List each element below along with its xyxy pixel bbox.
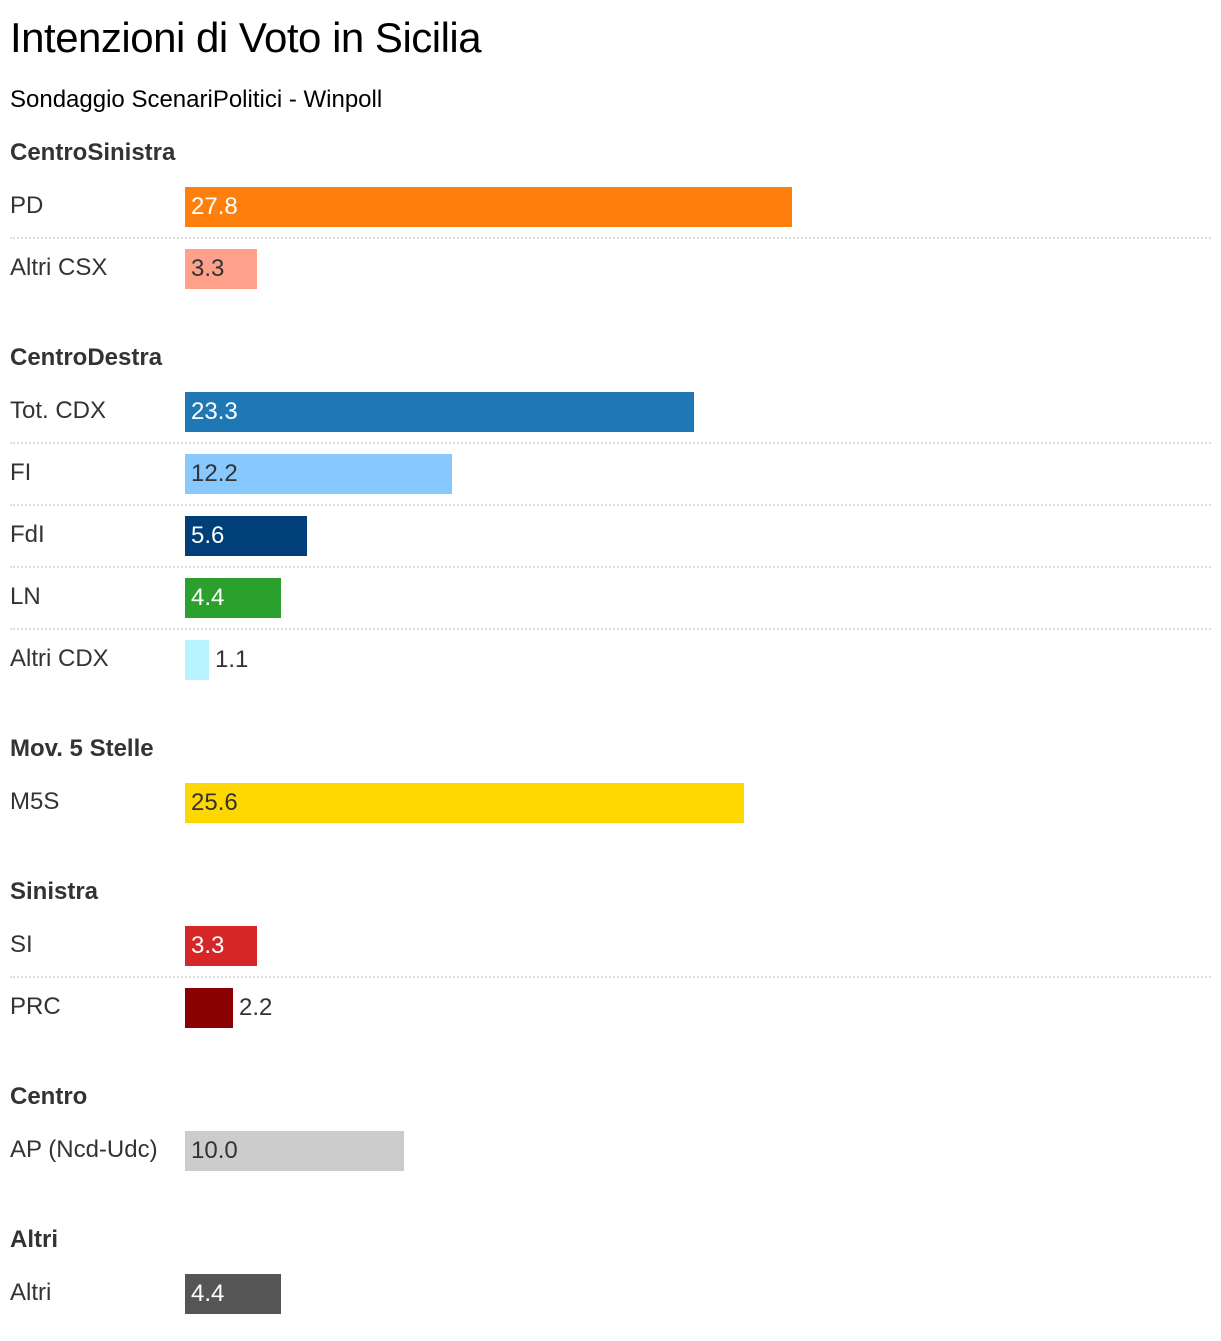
row-label-ap-ncd-udc: AP (Ncd-Udc) [10,1136,158,1163]
group-label-centrodestra: CentroDestra [10,344,163,371]
chart-subtitle: Sondaggio ScenariPolitici - Winpoll [10,86,383,113]
row-separator [10,504,1211,506]
row-separator [10,566,1211,568]
row-separator [10,237,1211,239]
row-label-altri: Altri [10,1279,52,1306]
row-label-fi: FI [10,459,32,486]
bar-prc [185,988,233,1028]
bar-altri-cdx [185,640,209,680]
row-label-ln: LN [10,583,41,610]
value-label-ap-ncd-udc: 10.0 [191,1137,238,1164]
value-label-fi: 12.2 [191,460,238,487]
bar-m5s [185,783,744,823]
row-label-m5s: M5S [10,788,60,815]
bar-ap-ncd-udc [185,1131,404,1171]
row-label-altri-csx: Altri CSX [10,254,108,281]
bar-altri [185,1274,281,1314]
row-separator [10,628,1211,630]
group-label-altri: Altri [10,1226,58,1253]
bar-ln [185,578,281,618]
row-label-si: SI [10,931,33,958]
group-label-mov-5-stelle: Mov. 5 Stelle [10,735,154,762]
bar-altri-csx [185,249,257,289]
row-separator [10,442,1211,444]
value-label-si: 3.3 [191,932,225,959]
value-label-ln: 4.4 [191,584,225,611]
value-label-altri-cdx: 1.1 [215,646,249,673]
value-label-tot-cdx: 23.3 [191,398,238,425]
value-label-pd: 27.8 [191,193,238,220]
row-label-altri-cdx: Altri CDX [10,645,109,672]
row-label-tot-cdx: Tot. CDX [10,397,107,424]
row-label-prc: PRC [10,993,61,1020]
chart-title: Intenzioni di Voto in Sicilia [10,14,482,61]
value-label-altri: 4.4 [191,1280,225,1307]
value-label-fdi: 5.6 [191,522,225,549]
bar-fdi [185,516,307,556]
value-label-m5s: 25.6 [191,789,238,816]
bar-pd [185,187,792,227]
group-label-centro: Centro [10,1083,88,1110]
bar-si [185,926,257,966]
bar-tot-cdx [185,392,694,432]
row-label-pd: PD [10,192,44,219]
value-label-altri-csx: 3.3 [191,255,225,282]
bar-fi [185,454,452,494]
row-separator [10,976,1211,978]
value-label-prc: 2.2 [239,994,273,1021]
row-label-fdi: FdI [10,521,45,548]
group-label-centrosinistra: CentroSinistra [10,139,176,166]
group-label-sinistra: Sinistra [10,878,99,905]
